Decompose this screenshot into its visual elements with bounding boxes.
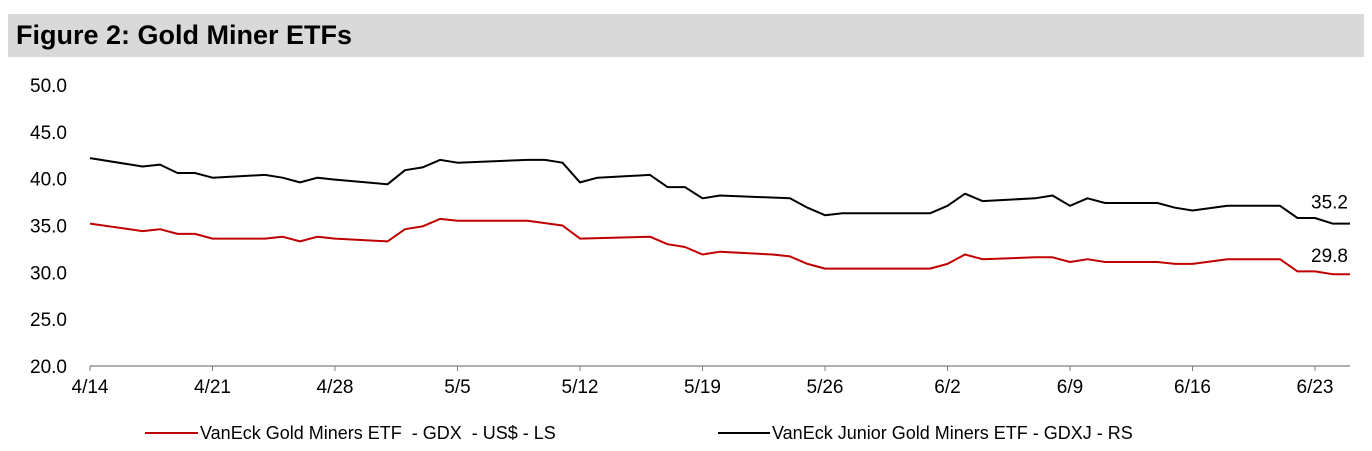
chart-series: 29.8 35.2 bbox=[89, 157, 1350, 276]
x-tick-label: 4/14 bbox=[72, 377, 109, 398]
y-tick-label: 50.0 bbox=[30, 76, 67, 97]
x-tick-label: 5/12 bbox=[562, 377, 599, 398]
y-tick-label: 25.0 bbox=[30, 310, 67, 331]
x-tick-label: 6/9 bbox=[1057, 377, 1083, 398]
figure-header: Figure 2: Gold Miner ETFs bbox=[8, 14, 1364, 57]
y-tick-label: 40.0 bbox=[30, 170, 67, 191]
series-line-gdx bbox=[89, 217, 1350, 276]
x-tick-label: 6/23 bbox=[1297, 377, 1334, 398]
x-tick-label: 5/26 bbox=[807, 377, 844, 398]
x-tick-label: 4/21 bbox=[194, 377, 231, 398]
x-tick-label: 6/16 bbox=[1174, 377, 1211, 398]
x-tick-label: 4/28 bbox=[317, 377, 354, 398]
legend-label: VanEck Junior Gold Miners ETF - GDXJ - R… bbox=[772, 423, 1133, 443]
end-label-gdxj: 35.2 bbox=[1311, 193, 1348, 214]
x-tick-label: 6/2 bbox=[934, 377, 960, 398]
y-tick-label: 45.0 bbox=[30, 123, 67, 144]
series-line-gdxj bbox=[89, 157, 1350, 225]
y-tick-label: 30.0 bbox=[30, 263, 67, 284]
legend-label: VanEck Gold Miners ETF - GDX - US$ - LS bbox=[200, 423, 556, 443]
y-tick-label: 20.0 bbox=[30, 357, 67, 378]
x-tick-label: 5/5 bbox=[444, 377, 470, 398]
x-tick-label: 5/19 bbox=[684, 377, 721, 398]
end-label-gdx: 29.8 bbox=[1311, 246, 1348, 267]
y-tick-label: 35.0 bbox=[30, 217, 67, 238]
chart-axes: 20.0 25.0 30.0 35.0 40.0 45.0 50.0 4/14 4/21 4/28… bbox=[30, 76, 1350, 398]
chart-legend: VanEck Gold Miners ETF - GDX - US$ - LS V… bbox=[145, 423, 1133, 443]
figure-title: Figure 2: Gold Miner ETFs bbox=[16, 20, 353, 50]
